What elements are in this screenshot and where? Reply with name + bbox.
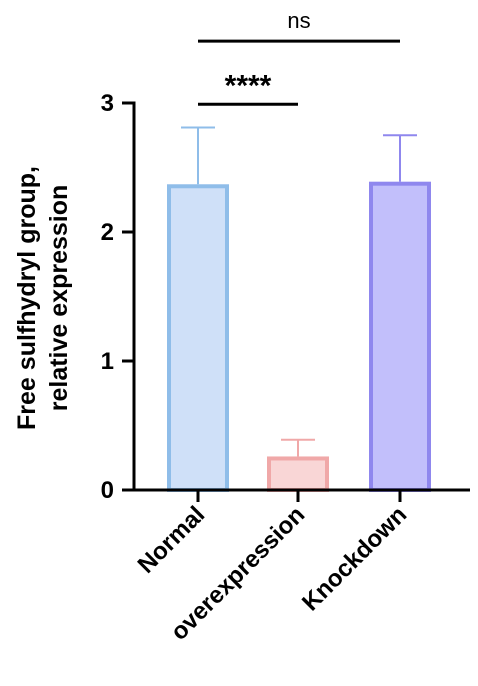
bar-knockdown [369,181,431,492]
significance-label-1: ns [287,8,310,33]
y-tick-label-2: 2 [101,219,114,246]
y-tick-label-1: 1 [101,348,114,375]
bar-overexpression [267,456,329,492]
category-label-normal: Normal [133,501,211,579]
y-tick-label-3: 3 [101,90,114,117]
significance-label-0: **** [225,69,272,102]
y-axis-label-line-2: relative expression [45,185,73,412]
category-label-knockdown: Knockdown [297,501,412,616]
bar-normal [167,184,229,493]
y-axis-label: Free sulfhydryl group, relative expressi… [13,166,73,430]
y-tick-label-0: 0 [101,477,114,504]
y-axis-label-line-1: Free sulfhydryl group, [13,166,41,430]
